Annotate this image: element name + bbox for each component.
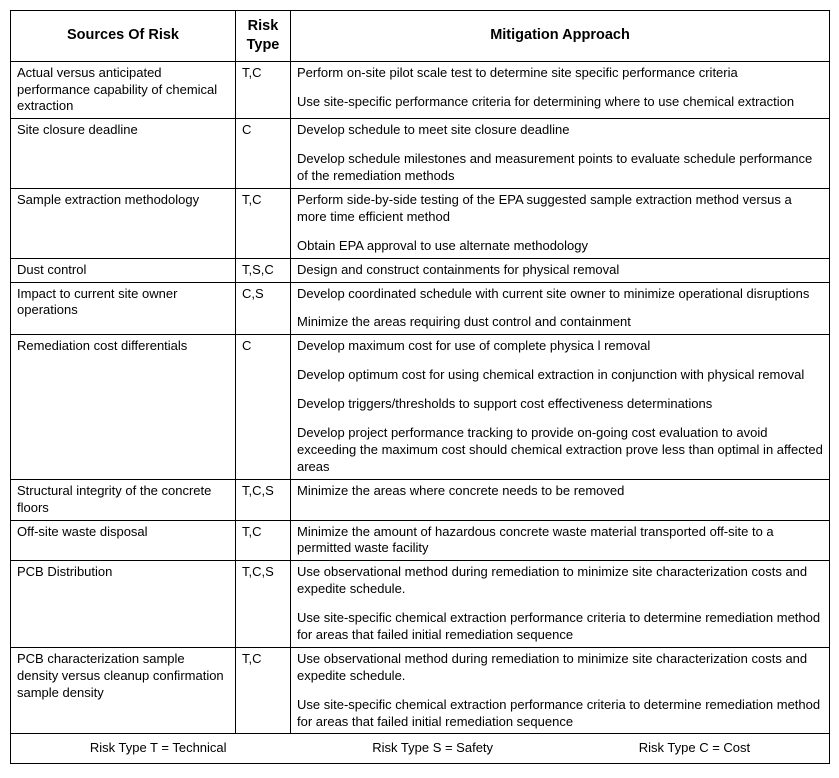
header-row: Sources Of Risk Risk Type Mitigation App… [11, 11, 830, 62]
risk-type-cell: C,S [236, 282, 291, 335]
mitigation-item: Minimize the amount of hazardous concret… [297, 524, 823, 558]
table-row: Remediation cost differentialsC Develop m… [11, 335, 830, 479]
source-cell: Structural integrity of the concrete flo… [11, 479, 236, 520]
mitigation-item: Perform side-by-side testing of the EPA … [297, 192, 823, 226]
table-row: Impact to current site owner operationsC… [11, 282, 830, 335]
mitigation-item: Use site-specific chemical extraction pe… [297, 697, 823, 731]
mitigation-cell: Perform side-by-side testing of the EPA … [291, 189, 830, 259]
mitigation-item: Minimize the areas requiring dust contro… [297, 314, 823, 331]
mitigation-item: Use observational method during remediat… [297, 651, 823, 685]
risk-type-cell: T,C,S [236, 561, 291, 648]
mitigation-item: Obtain EPA approval to use alternate met… [297, 238, 823, 255]
table-row: Dust controlT,S,C Design and construct co… [11, 258, 830, 282]
mitigation-cell: Develop schedule to meet site closure de… [291, 119, 830, 189]
mitigation-item: Develop schedule milestones and measurem… [297, 151, 823, 185]
table-row: PCB DistributionT,C,SUse observational m… [11, 561, 830, 648]
source-cell: Actual versus anticipated performance ca… [11, 61, 236, 119]
risk-type-cell: T,C [236, 647, 291, 734]
table-row: Sample extraction methodologyT,CPerform … [11, 189, 830, 259]
mitigation-cell: Develop maximum cost for use of complete… [291, 335, 830, 479]
mitigation-cell: Design and construct containments for ph… [291, 258, 830, 282]
mitigation-cell: Perform on-site pilot scale test to dete… [291, 61, 830, 119]
source-cell: Remediation cost differentials [11, 335, 236, 479]
risk-type-cell: C [236, 335, 291, 479]
table-row: Structural integrity of the concrete flo… [11, 479, 830, 520]
mitigation-item: Use observational method during remediat… [297, 564, 823, 598]
legend-technical: Risk Type T = Technical [90, 740, 227, 757]
mitigation-cell: Develop coordinated schedule with curren… [291, 282, 830, 335]
legend-row: Risk Type T = Technical Risk Type S = Sa… [11, 734, 830, 764]
risk-type-cell: T,S,C [236, 258, 291, 282]
col-risk-type: Risk Type [236, 11, 291, 62]
source-cell: PCB Distribution [11, 561, 236, 648]
source-cell: Site closure deadline [11, 119, 236, 189]
mitigation-cell: Minimize the areas where concrete needs … [291, 479, 830, 520]
mitigation-item: Perform on-site pilot scale test to dete… [297, 65, 823, 82]
risk-type-cell: T,C [236, 520, 291, 561]
table-row: PCB characterization sample density vers… [11, 647, 830, 734]
table-row: Off-site waste disposalT,CMinimize the a… [11, 520, 830, 561]
mitigation-item: Develop coordinated schedule with curren… [297, 286, 823, 303]
legend-safety: Risk Type S = Safety [372, 740, 493, 757]
table-row: Actual versus anticipated performance ca… [11, 61, 830, 119]
mitigation-item: Design and construct containments for ph… [297, 262, 823, 279]
mitigation-item: Develop maximum cost for use of complete… [297, 338, 823, 355]
mitigation-item: Develop optimum cost for using chemical … [297, 367, 823, 384]
mitigation-cell: Minimize the amount of hazardous concret… [291, 520, 830, 561]
source-cell: Sample extraction methodology [11, 189, 236, 259]
risk-type-cell: T,C,S [236, 479, 291, 520]
risk-type-cell: T,C [236, 189, 291, 259]
risk-type-cell: C [236, 119, 291, 189]
mitigation-cell: Use observational method during remediat… [291, 647, 830, 734]
mitigation-cell: Use observational method during remediat… [291, 561, 830, 648]
legend-cost: Risk Type C = Cost [639, 740, 750, 757]
table-row: Site closure deadlineC Develop schedule t… [11, 119, 830, 189]
mitigation-item: Minimize the areas where concrete needs … [297, 483, 823, 500]
mitigation-item: Use site-specific performance criteria f… [297, 94, 823, 111]
risk-table: Sources Of Risk Risk Type Mitigation App… [10, 10, 830, 764]
source-cell: Impact to current site owner operations [11, 282, 236, 335]
source-cell: Off-site waste disposal [11, 520, 236, 561]
source-cell: PCB characterization sample density vers… [11, 647, 236, 734]
mitigation-item: Develop schedule to meet site closure de… [297, 122, 823, 139]
col-sources: Sources Of Risk [11, 11, 236, 62]
mitigation-item: Use site-specific chemical extraction pe… [297, 610, 823, 644]
source-cell: Dust control [11, 258, 236, 282]
legend: Risk Type T = Technical Risk Type S = Sa… [17, 740, 823, 757]
risk-type-cell: T,C [236, 61, 291, 119]
mitigation-item: Develop project performance tracking to … [297, 425, 823, 476]
col-mitigation: Mitigation Approach [291, 11, 830, 62]
mitigation-item: Develop triggers/thresholds to support c… [297, 396, 823, 413]
